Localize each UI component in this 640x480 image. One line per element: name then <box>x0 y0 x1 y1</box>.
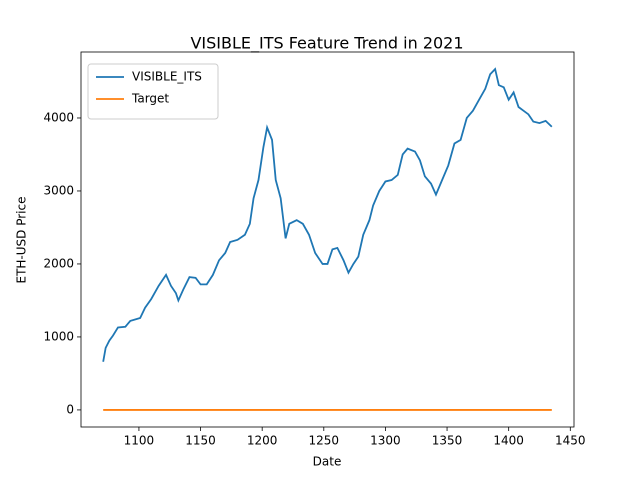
series-line <box>102 67 553 362</box>
x-axis-label: Date <box>313 455 342 469</box>
chart-title: VISIBLE_ITS Feature Trend in 2021 <box>190 34 463 54</box>
y-axis-label: ETH-USD Price <box>15 197 29 284</box>
x-tick-label: 1300 <box>370 434 401 448</box>
x-tick-label: 1400 <box>493 434 524 448</box>
y-tick-label: 4000 <box>43 110 74 124</box>
y-tick-label: 0 <box>66 402 74 416</box>
legend-label: VISIBLE_ITS <box>132 70 202 84</box>
x-tick-label: 1450 <box>555 434 586 448</box>
y-tick-label: 1000 <box>43 329 74 343</box>
y-tick-label: 2000 <box>43 256 74 270</box>
x-tick-label: 1150 <box>185 434 216 448</box>
x-tick-label: 1200 <box>247 434 278 448</box>
x-tick-label: 1100 <box>124 434 155 448</box>
x-tick-label: 1350 <box>432 434 463 448</box>
legend-label: Target <box>131 92 169 106</box>
y-tick-label: 3000 <box>43 183 74 197</box>
plot-frame <box>80 51 575 428</box>
x-tick-label: 1250 <box>309 434 340 448</box>
